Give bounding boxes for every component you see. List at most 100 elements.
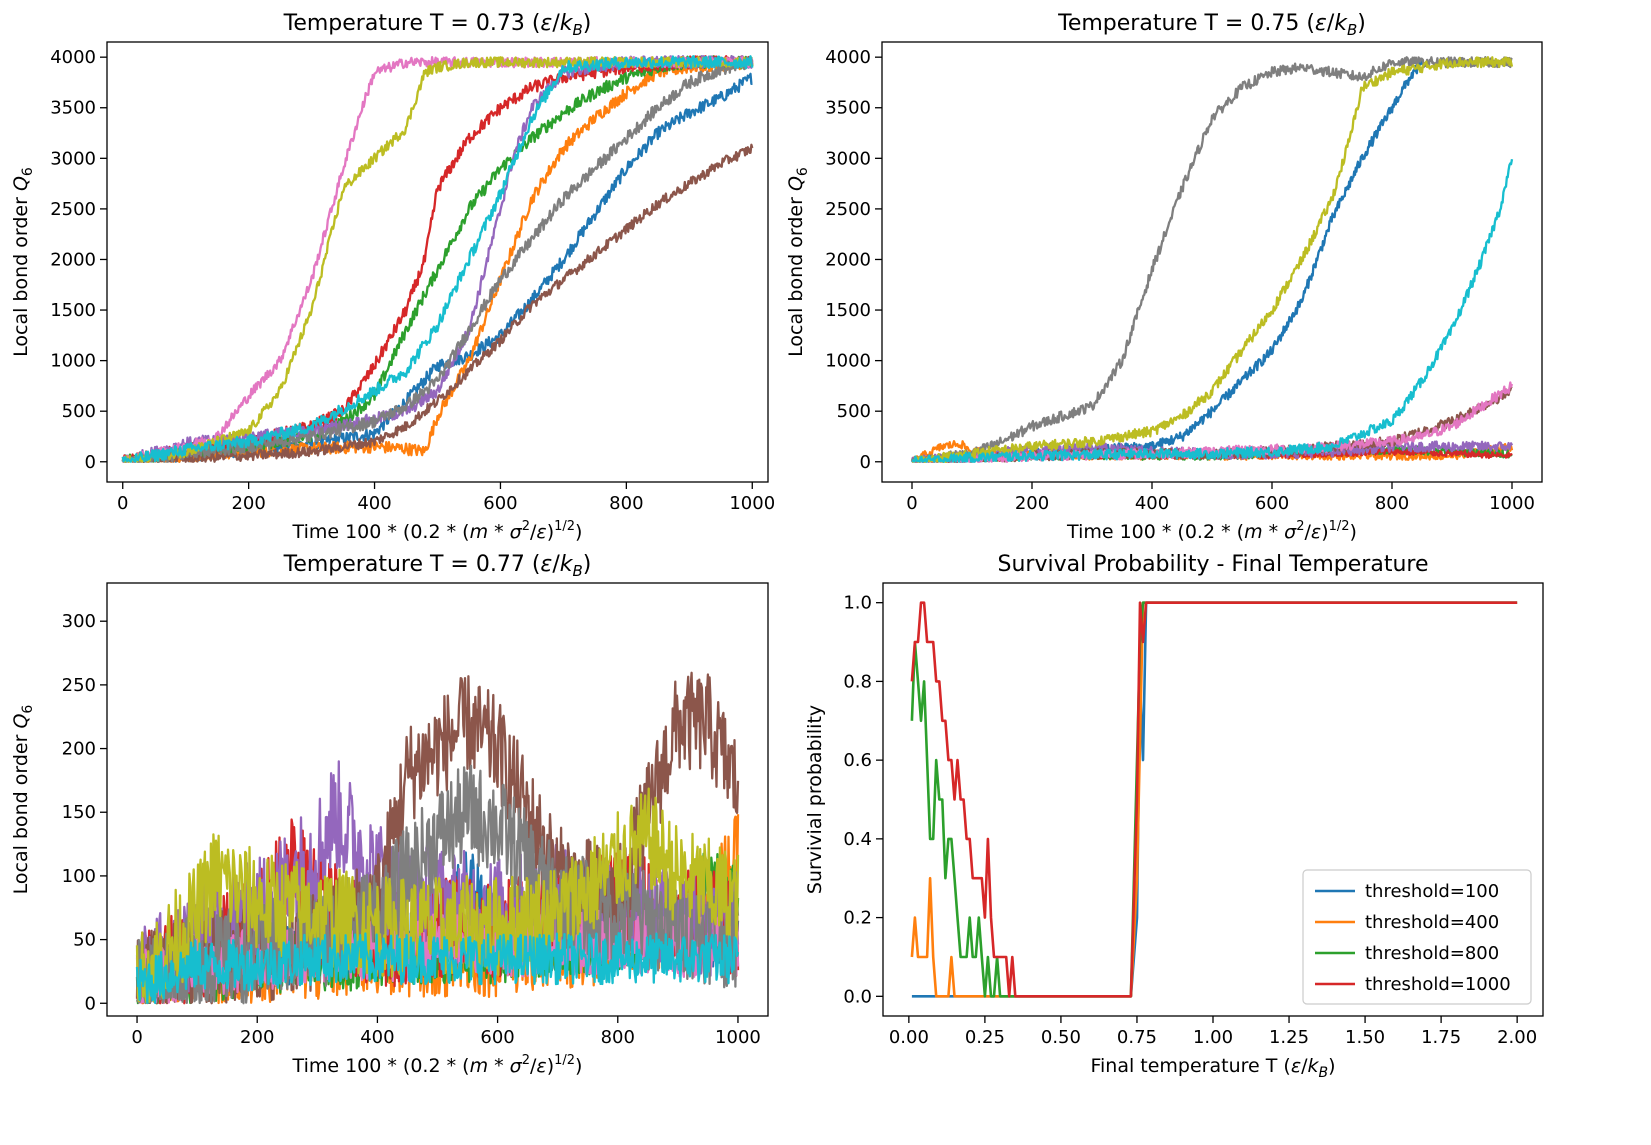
x-tick-label: 600: [480, 1027, 514, 1048]
x-tick-label: 2.00: [1497, 1027, 1537, 1048]
y-tick-label: 100: [62, 866, 96, 887]
y-axis-label: Local bond order Q6: [10, 705, 36, 895]
y-tick-label: 500: [837, 401, 871, 422]
y-tick-label: 0: [85, 993, 96, 1014]
x-tick-label: 1.75: [1421, 1027, 1461, 1048]
series-group: [910, 56, 1514, 463]
x-axis-label: Final temperature T (ε/kB): [1090, 1055, 1335, 1081]
x-tick-label: 800: [1375, 493, 1409, 514]
chart-title: Temperature T = 0.77 (ε/kB): [283, 552, 592, 580]
y-tick-label: 1000: [50, 351, 96, 372]
series-group: [910, 601, 1518, 998]
series-line: [121, 55, 754, 463]
chart-title: Temperature T = 0.73 (ε/kB): [283, 11, 592, 39]
x-tick-label: 0: [117, 493, 128, 514]
series-line: [910, 601, 1518, 998]
panel-t077: 0 200 400 600 800 1000 0 50 100 150 200 250 300 Tempe…: [10, 552, 769, 1077]
y-tick-label: 0.0: [843, 986, 872, 1007]
x-axis-label: Time 100 * (0.2 * (m * σ2/ε)1/2): [1066, 519, 1357, 543]
y-tick-label: 0.4: [843, 829, 872, 850]
y-tick-label: 3500: [50, 98, 96, 119]
panel-survival-probability: 0.00 0.25 0.50 0.75 1.00 1.25 1.50 1.75 2.00 0.0 0…: [804, 552, 1544, 1081]
y-tick-label: 3000: [50, 148, 96, 169]
x-tick-label: 0: [131, 1027, 142, 1048]
x-tick-label: 800: [609, 493, 643, 514]
series-line: [121, 143, 754, 463]
x-tick-label: 600: [483, 493, 517, 514]
series-line: [135, 787, 740, 1004]
panel-t075: 0 200 400 600 800 1000 0 500 1000 1500 2000 2500 300…: [785, 11, 1543, 543]
plot-frame: [881, 41, 1543, 483]
legend: threshold=100 threshold=400 threshold=800 t…: [1302, 869, 1532, 1005]
y-tick-label: 4000: [825, 47, 871, 68]
x-tick-label: 800: [601, 1027, 635, 1048]
x-tick-label: 1.25: [1269, 1027, 1309, 1048]
y-tick-label: 1500: [825, 300, 871, 321]
plot-frame: [106, 582, 769, 1017]
series-group: [135, 671, 740, 1005]
x-tick-label: 0: [906, 493, 917, 514]
x-tick-label: 0.75: [1117, 1027, 1157, 1048]
series-line: [910, 601, 1518, 998]
series-line: [911, 56, 1514, 463]
legend-entry: threshold=1000: [1365, 974, 1511, 995]
chart-title: Survival Probability - Final Temperature: [998, 552, 1429, 577]
y-axis-label: Local bond order Q6: [10, 167, 36, 357]
chart-title: Temperature T = 0.75 (ε/kB): [1057, 11, 1366, 39]
series-group: [121, 55, 754, 463]
y-tick-label: 300: [62, 611, 96, 632]
legend-entry: threshold=800: [1365, 943, 1499, 964]
y-tick-label: 200: [62, 739, 96, 760]
x-tick-label: 600: [1255, 493, 1289, 514]
x-axis-label: Time 100 * (0.2 * (m * σ2/ε)1/2): [292, 1053, 583, 1077]
x-axis-label: Time 100 * (0.2 * (m * σ2/ε)1/2): [292, 519, 583, 543]
y-tick-label: 0.2: [843, 908, 872, 929]
series-line: [911, 59, 1424, 463]
x-tick-label: 400: [1135, 493, 1169, 514]
series-line: [135, 932, 740, 1005]
x-tick-label: 0.50: [1041, 1027, 1081, 1048]
legend-box: [1302, 869, 1532, 1005]
y-tick-label: 2000: [825, 249, 871, 270]
x-tick-label: 200: [240, 1027, 274, 1048]
y-tick-label: 2000: [50, 249, 96, 270]
x-tick-label: 1000: [715, 1027, 761, 1048]
y-tick-label: 3500: [825, 98, 871, 119]
y-axis-label: Survivial probability: [804, 705, 826, 894]
y-tick-label: 0.6: [843, 750, 872, 771]
series-line: [910, 601, 1518, 998]
x-tick-label: 200: [231, 493, 265, 514]
series-line: [911, 158, 1514, 463]
y-tick-label: 150: [62, 802, 96, 823]
y-tick-label: 2500: [825, 199, 871, 220]
y-tick-label: 0.8: [843, 671, 872, 692]
y-tick-label: 250: [62, 675, 96, 696]
y-tick-label: 0: [860, 452, 871, 473]
plot-frame: [106, 41, 769, 483]
y-tick-label: 0: [85, 452, 96, 473]
x-tick-label: 1.50: [1345, 1027, 1385, 1048]
series-line: [121, 56, 753, 463]
x-tick-label: 0.00: [889, 1027, 929, 1048]
y-tick-label: 3000: [825, 148, 871, 169]
y-tick-label: 2500: [50, 199, 96, 220]
legend-entry: threshold=100: [1365, 881, 1499, 902]
x-tick-label: 1000: [729, 493, 775, 514]
y-tick-label: 50: [73, 930, 96, 951]
y-axis-label: Local bond order Q6: [785, 167, 811, 357]
y-tick-label: 1.0: [843, 593, 872, 614]
x-tick-label: 400: [360, 1027, 394, 1048]
y-tick-label: 500: [62, 401, 96, 422]
panel-t073: 0 200 400 600 800 1000 0 500 1000 1500 2000 2500 300…: [10, 11, 775, 543]
x-tick-label: 200: [1015, 493, 1049, 514]
x-tick-label: 0.25: [965, 1027, 1005, 1048]
y-tick-label: 1500: [50, 300, 96, 321]
x-tick-label: 400: [357, 493, 391, 514]
y-tick-label: 4000: [50, 47, 96, 68]
y-tick-label: 1000: [825, 351, 871, 372]
series-line: [911, 56, 1513, 463]
legend-entry: threshold=400: [1365, 912, 1499, 933]
x-tick-label: 1.00: [1193, 1027, 1233, 1048]
x-tick-label: 1000: [1489, 493, 1535, 514]
